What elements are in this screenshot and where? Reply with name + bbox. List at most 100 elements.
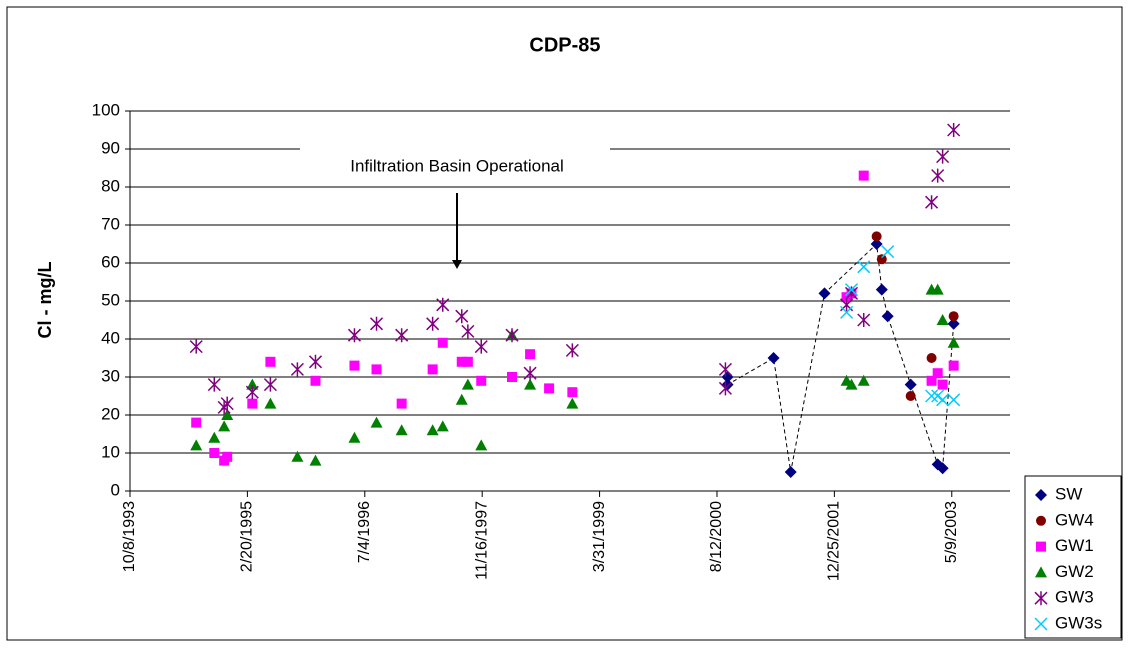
- x-tick-label: 7/4/1996: [356, 501, 373, 563]
- point: [565, 343, 579, 358]
- point: [881, 310, 894, 323]
- point: [396, 398, 407, 409]
- x-tick-label: 10/8/1993: [121, 501, 138, 572]
- legend-marker: [1034, 591, 1048, 606]
- point: [222, 451, 233, 462]
- point: [426, 316, 440, 331]
- point: [370, 416, 383, 428]
- y-tick-label: 100: [92, 100, 120, 119]
- x-tick-label: 2/20/1995: [239, 501, 256, 572]
- point: [505, 328, 519, 343]
- y-tick-label: 90: [101, 138, 120, 157]
- point: [437, 337, 448, 348]
- annotation-background: [300, 140, 610, 180]
- point: [395, 328, 409, 343]
- point: [191, 417, 202, 428]
- y-tick-label: 10: [101, 442, 120, 461]
- legend-marker: [1035, 489, 1047, 501]
- point: [767, 352, 780, 364]
- chart-frame: [6, 6, 1123, 641]
- point: [925, 389, 939, 403]
- point: [209, 448, 220, 458]
- point: [462, 356, 473, 367]
- point: [507, 372, 518, 382]
- legend-label: GW2: [1055, 562, 1094, 581]
- x-tick-label: 3/31/1999: [591, 501, 608, 572]
- point: [932, 368, 943, 379]
- point: [290, 362, 304, 377]
- point: [523, 366, 537, 381]
- point: [947, 317, 960, 330]
- annotation: Infiltration Basin Operational: [350, 156, 564, 175]
- point: [881, 245, 895, 259]
- legend-label: GW1: [1055, 536, 1094, 555]
- point: [455, 309, 469, 324]
- point: [461, 324, 475, 339]
- point: [370, 316, 384, 331]
- point: [818, 287, 831, 300]
- legend-label: SW: [1055, 484, 1082, 503]
- point: [246, 378, 259, 390]
- point: [218, 420, 231, 432]
- point: [718, 362, 732, 377]
- point: [247, 398, 258, 409]
- point: [455, 393, 468, 405]
- point: [567, 387, 578, 398]
- point: [947, 336, 960, 348]
- point: [857, 313, 871, 327]
- marks: [189, 123, 961, 478]
- point: [936, 393, 950, 407]
- y-tick-label: 30: [101, 366, 120, 385]
- point: [189, 339, 203, 354]
- point: [426, 424, 439, 436]
- y-tick-label: 60: [101, 252, 120, 271]
- point: [291, 450, 304, 462]
- point: [857, 260, 871, 274]
- point: [190, 439, 203, 451]
- point: [858, 170, 869, 181]
- x-tick-label: 8/12/2000: [708, 501, 725, 572]
- point: [876, 254, 887, 265]
- point: [220, 396, 234, 411]
- point: [784, 466, 797, 478]
- chart-title: CDP-85: [529, 34, 600, 56]
- point: [947, 123, 961, 137]
- point: [310, 375, 321, 386]
- legend-marker: [1036, 515, 1046, 526]
- point: [525, 349, 536, 360]
- legend-marker: [1034, 617, 1048, 631]
- y-tick-label: 80: [101, 176, 120, 195]
- x-tick-label: 5/9/2003: [943, 501, 960, 563]
- y-tick-label: 50: [101, 290, 120, 309]
- x-tick-label: 12/25/2001: [826, 501, 843, 581]
- point: [905, 391, 916, 402]
- y-tick-label: 40: [101, 328, 120, 347]
- point: [347, 328, 361, 343]
- point: [265, 356, 276, 367]
- point: [931, 283, 944, 295]
- legend-box: [1024, 475, 1122, 639]
- annotation-arrowhead: [452, 260, 462, 269]
- axes: 0 10 20 30 40 50 60 70 80 90 100 10/8/1993 2/20/1995…: [92, 100, 1010, 581]
- point: [348, 431, 361, 443]
- point: [948, 360, 959, 371]
- legend-marker: [1036, 541, 1046, 552]
- point: [427, 364, 438, 375]
- y-axis-label: Cl - mg/L: [35, 262, 55, 339]
- point: [936, 462, 949, 475]
- legend-label: GW3: [1055, 588, 1094, 607]
- point: [475, 439, 488, 451]
- point: [857, 374, 870, 386]
- x-tick-label: 11/16/1997: [473, 501, 490, 580]
- point: [718, 381, 732, 396]
- point: [474, 339, 488, 354]
- point: [844, 283, 859, 297]
- legend: SW GW4 GW1 GW2 GW3 GW3s: [1034, 484, 1102, 632]
- point: [936, 149, 950, 164]
- legend-label: GW3s: [1055, 613, 1102, 632]
- point: [263, 377, 277, 392]
- point: [308, 354, 323, 369]
- point: [309, 454, 322, 466]
